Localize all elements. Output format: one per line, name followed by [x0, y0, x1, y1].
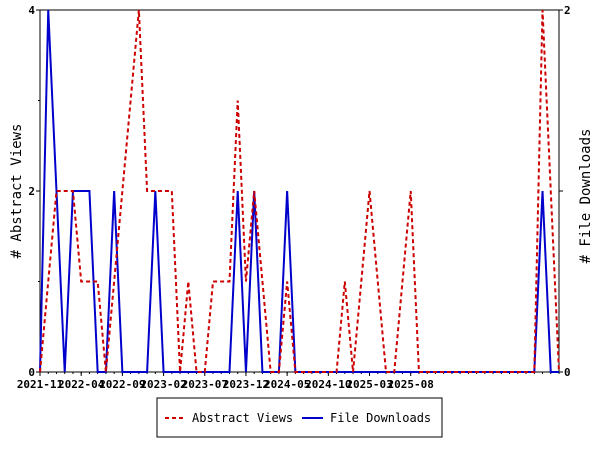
- x-tick-label: 2022-04: [58, 378, 105, 391]
- y-left-tick-label: 2: [28, 185, 35, 198]
- x-tick-label: 2025-03: [346, 378, 392, 391]
- tick-labels: 2021-112022-042022-092023-022023-072023-…: [17, 4, 571, 391]
- x-tick-label: 2021-11: [17, 378, 64, 391]
- x-tick-label: 2022-09: [99, 378, 145, 391]
- legend-label-file-downloads: File Downloads: [330, 411, 431, 425]
- legend: Abstract Views File Downloads: [156, 397, 443, 438]
- y-left-tick-label: 0: [28, 366, 35, 379]
- x-tick-label: 2023-07: [182, 378, 228, 391]
- y-left-tick-label: 4: [28, 4, 35, 17]
- series-lines: [39, 9, 560, 373]
- x-tick-label: 2025-08: [388, 378, 434, 391]
- legend-label-abstract-views: Abstract Views: [192, 411, 293, 425]
- series-line-file-downloads: [39, 9, 559, 373]
- x-tick-label: 2024-10: [305, 378, 351, 391]
- legend-box: [156, 397, 443, 438]
- y-axis-title-left: # Abstract Views: [9, 124, 25, 259]
- x-tick-label: 2024-05: [264, 378, 310, 391]
- x-tick-label: 2023-02: [140, 378, 186, 391]
- y-right-tick-label: 2: [564, 4, 571, 17]
- plot-area: [39, 9, 560, 373]
- y-axis-title-right: # File Downloads: [578, 129, 594, 264]
- x-tick-label: 2023-12: [223, 378, 269, 391]
- y-right-tick-label: 0: [564, 366, 571, 379]
- series-line-abstract-views: [39, 9, 560, 373]
